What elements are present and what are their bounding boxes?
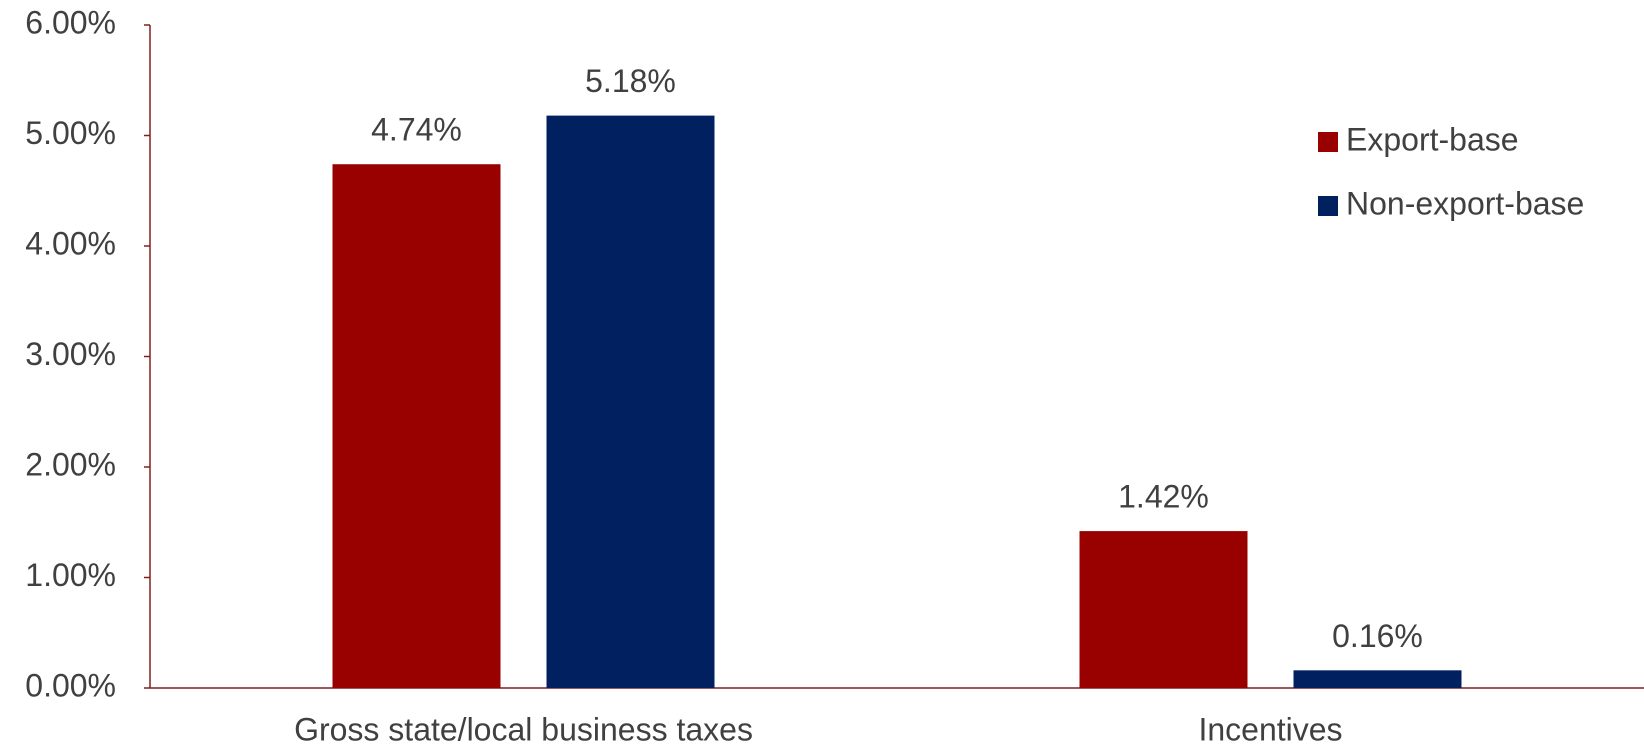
bar xyxy=(332,164,501,689)
y-tick-label: 4.00% xyxy=(25,225,116,261)
data-label: 5.18% xyxy=(585,63,676,99)
y-tick-label: 3.00% xyxy=(25,336,116,372)
bar xyxy=(546,115,715,689)
data-label: 1.42% xyxy=(1118,479,1209,515)
data-label: 4.74% xyxy=(371,112,462,148)
y-tick-label: 5.00% xyxy=(25,115,116,151)
bar xyxy=(1079,531,1248,688)
y-tick-label: 1.00% xyxy=(25,557,116,593)
bar xyxy=(1293,670,1462,688)
y-tick-label: 2.00% xyxy=(25,446,116,482)
legend-swatch xyxy=(1318,132,1338,152)
x-tick-label: Incentives xyxy=(1198,711,1342,746)
x-tick-label: Gross state/local business taxes xyxy=(294,711,753,746)
legend-swatch xyxy=(1318,196,1338,216)
legend-label: Export-base xyxy=(1346,121,1519,157)
y-tick-label: 0.00% xyxy=(25,667,116,703)
legend-label: Non-export-base xyxy=(1346,185,1584,221)
y-tick-label: 6.00% xyxy=(25,4,116,40)
data-label: 0.16% xyxy=(1332,618,1423,654)
